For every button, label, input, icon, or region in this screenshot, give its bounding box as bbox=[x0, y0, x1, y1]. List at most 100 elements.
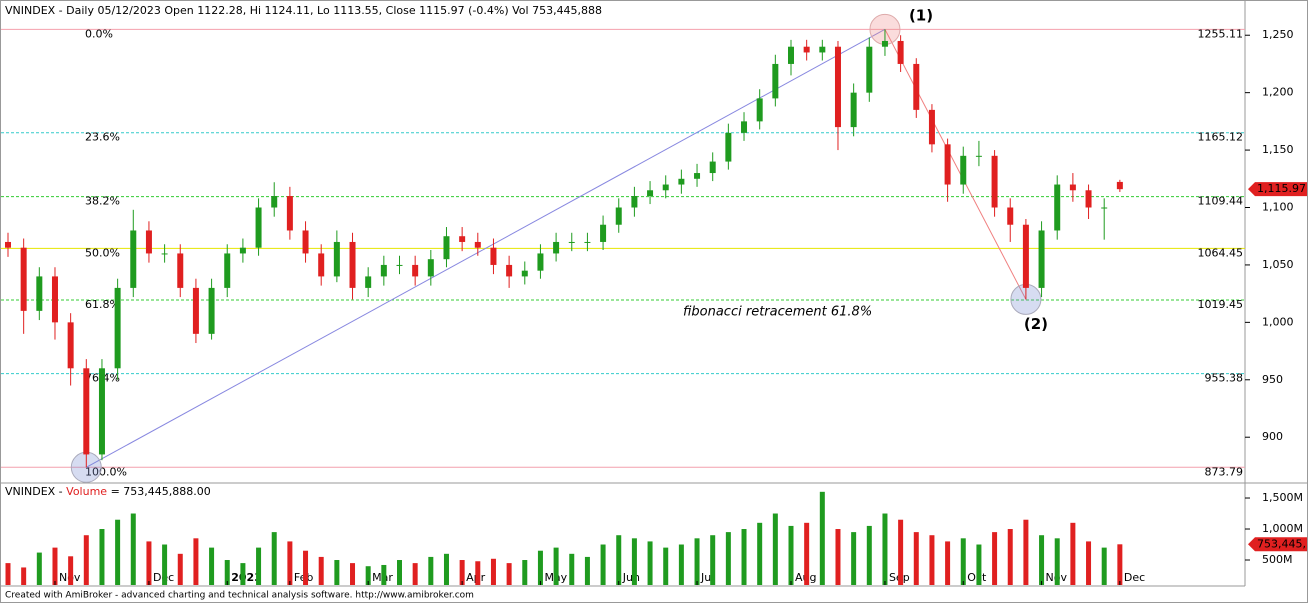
volume-bar bbox=[819, 491, 825, 585]
candle-body bbox=[944, 144, 951, 185]
volume-bar bbox=[616, 535, 622, 585]
volume-bar bbox=[741, 529, 747, 585]
candle-body bbox=[459, 236, 466, 242]
candle-body bbox=[568, 241, 575, 243]
candle-body bbox=[1054, 184, 1061, 231]
volume-tick-label: 500M bbox=[1262, 553, 1293, 566]
candle-body bbox=[36, 276, 43, 311]
volume-bar bbox=[898, 519, 904, 585]
candle-body bbox=[365, 276, 372, 288]
volume-bar bbox=[882, 513, 888, 585]
volume-bar bbox=[757, 522, 763, 585]
volume-bar bbox=[115, 519, 121, 585]
fib-label: 0.0% bbox=[85, 27, 113, 40]
volume-bar bbox=[1054, 538, 1060, 585]
candle-body bbox=[678, 178, 685, 185]
y-tick-label: 1,100 bbox=[1262, 201, 1294, 214]
candle-body bbox=[224, 253, 231, 288]
volume-title-prefix: VNINDEX - bbox=[5, 485, 66, 498]
candle-body bbox=[20, 247, 27, 311]
candle-body bbox=[208, 287, 215, 334]
fib-value: 955.38 bbox=[1205, 372, 1244, 385]
candle-body bbox=[427, 259, 434, 277]
candle-body bbox=[866, 46, 873, 93]
volume-bar bbox=[584, 556, 590, 585]
candle-body bbox=[1022, 224, 1029, 288]
candle-body bbox=[850, 92, 857, 128]
chart-title: VNINDEX - Daily 05/12/2023 Open 1122.28,… bbox=[5, 4, 602, 17]
fib-value: 1064.45 bbox=[1198, 246, 1244, 259]
candle-body bbox=[756, 98, 763, 122]
fib-label: 23.6% bbox=[85, 131, 120, 144]
volume-bar bbox=[663, 547, 669, 585]
candle-body bbox=[788, 46, 794, 64]
candle-body bbox=[897, 40, 904, 64]
x-tick-label: Jun bbox=[622, 571, 640, 584]
volume-bar bbox=[1039, 535, 1045, 585]
volume-bar bbox=[146, 541, 152, 585]
candle-body bbox=[772, 63, 779, 99]
volume-bar bbox=[1086, 541, 1092, 585]
x-tick-label: 2023 bbox=[231, 571, 262, 584]
volume-bar bbox=[788, 525, 794, 585]
volume-bar bbox=[725, 532, 731, 585]
price-tag bbox=[1248, 182, 1307, 197]
candle-body bbox=[271, 196, 278, 208]
trend-arrow bbox=[884, 29, 1027, 300]
volume-title-name: Volume bbox=[66, 485, 107, 498]
trend-arrow bbox=[86, 28, 886, 468]
candle-body bbox=[51, 276, 58, 323]
candle-body bbox=[1069, 184, 1076, 191]
volume-bar bbox=[929, 535, 935, 585]
volume-bar bbox=[1101, 547, 1107, 585]
volume-bar bbox=[804, 522, 810, 585]
volume-bar bbox=[365, 566, 371, 585]
volume-bar bbox=[256, 547, 262, 585]
candle-body bbox=[490, 247, 497, 265]
volume-bar bbox=[83, 535, 89, 585]
volume-bar bbox=[36, 552, 42, 585]
candle-body bbox=[725, 132, 732, 162]
volume-bar bbox=[5, 563, 11, 585]
volume-bar bbox=[710, 535, 716, 585]
volume-bar bbox=[647, 541, 653, 585]
candle-body bbox=[474, 241, 481, 248]
volume-bar bbox=[350, 563, 356, 585]
y-tick-label: 1,000 bbox=[1262, 315, 1294, 328]
volume-bar bbox=[443, 553, 449, 585]
candle-body bbox=[145, 230, 152, 254]
volume-bar bbox=[490, 558, 496, 585]
volume-bar bbox=[631, 538, 637, 585]
volume-bar bbox=[1007, 529, 1013, 585]
candle-body bbox=[506, 264, 513, 277]
volume-bar bbox=[459, 560, 465, 585]
volume-bar bbox=[506, 563, 512, 585]
candle-body bbox=[83, 368, 90, 455]
volume-bar bbox=[851, 532, 857, 585]
footer: Created with AmiBroker - advanced charti… bbox=[5, 591, 474, 601]
candle-body bbox=[177, 253, 184, 288]
candle-body bbox=[1038, 230, 1045, 288]
x-tick-label: Dec bbox=[1124, 571, 1145, 584]
candle-body bbox=[1085, 190, 1092, 208]
volume-bar bbox=[1117, 544, 1123, 585]
candle-body bbox=[318, 253, 325, 277]
fib-label: 61.8% bbox=[85, 298, 120, 311]
candle-body bbox=[834, 46, 841, 128]
volume-bar bbox=[553, 547, 559, 585]
candle-body bbox=[239, 247, 246, 254]
candle-body bbox=[412, 264, 419, 277]
volume-bar bbox=[193, 538, 199, 585]
volume-bar bbox=[945, 541, 951, 585]
candle-body bbox=[1007, 207, 1014, 225]
volume-bar bbox=[162, 544, 168, 585]
volume-bar bbox=[678, 544, 684, 585]
candle-body bbox=[380, 264, 387, 277]
candle-body bbox=[881, 40, 888, 47]
volume-bar bbox=[224, 560, 230, 585]
price-tag-label: 1,115.97 bbox=[1257, 182, 1306, 195]
candle-body bbox=[443, 236, 450, 260]
candle-body bbox=[709, 161, 716, 174]
volume-bar bbox=[1023, 519, 1029, 585]
